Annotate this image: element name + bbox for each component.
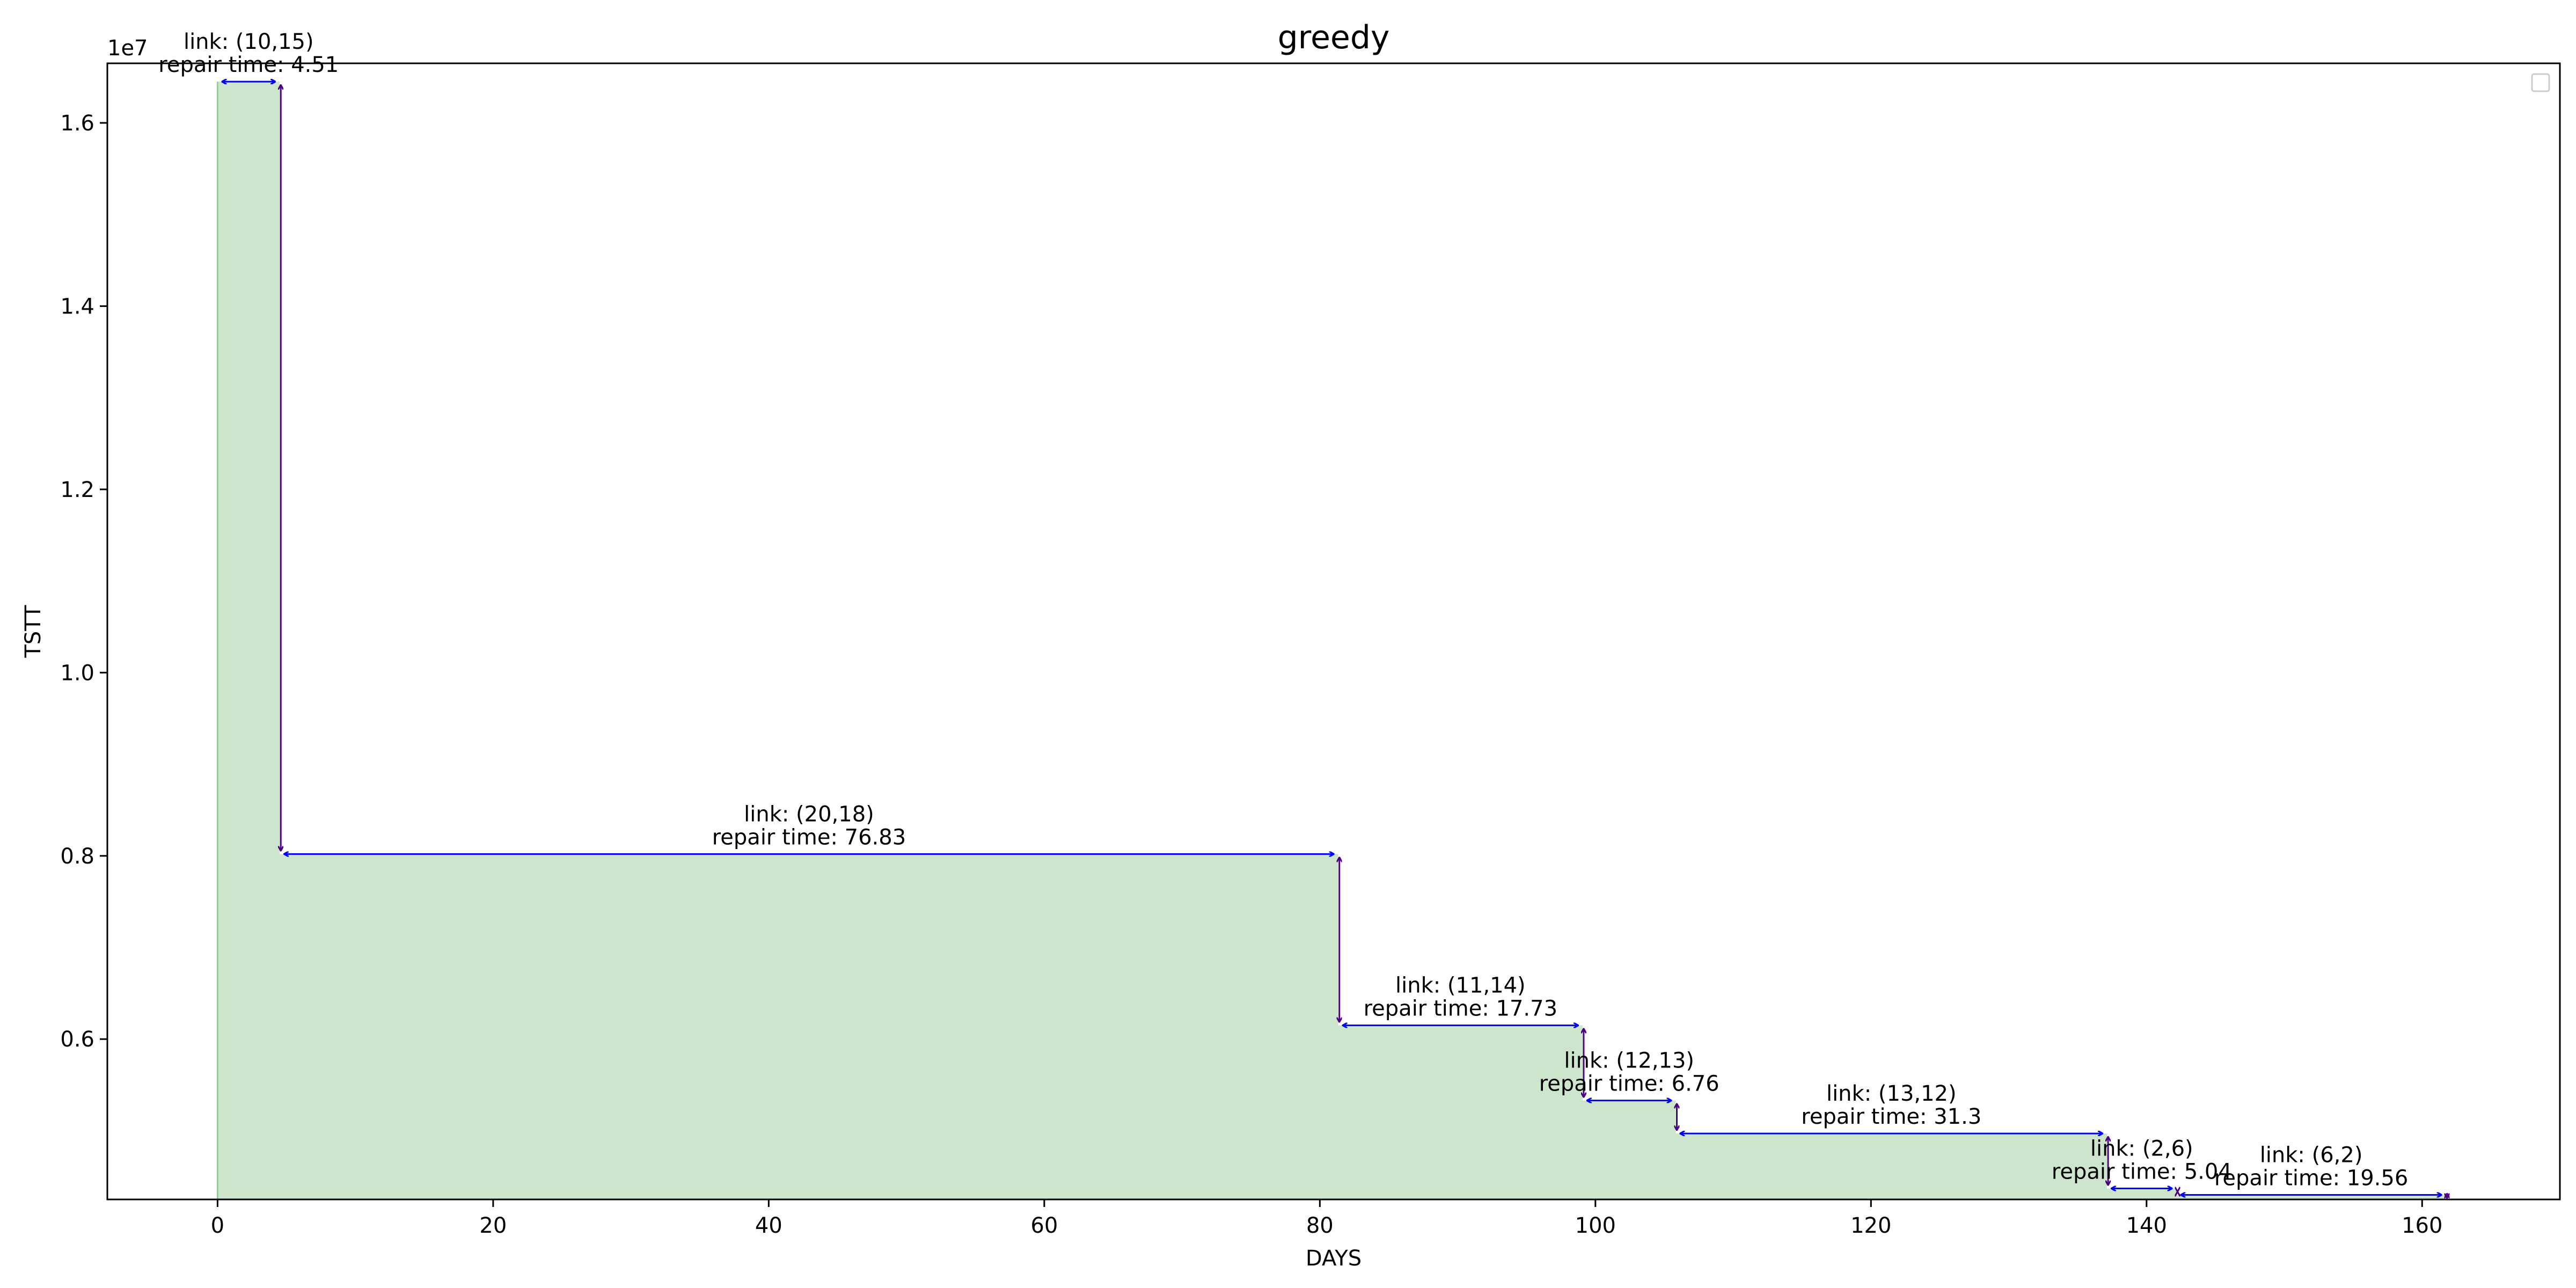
step-link-label: link: (13,12) <box>1826 1081 1957 1106</box>
step-repair-time-label: repair time: 31.3 <box>1801 1104 1981 1129</box>
step-repair-time-label: repair time: 6.76 <box>1539 1072 1719 1096</box>
x-axis-label: DAYS <box>1306 1246 1362 1271</box>
x-tick-label: 100 <box>1575 1213 1616 1238</box>
x-tick-label: 0 <box>211 1213 224 1238</box>
y-tick-label: 0.8 <box>60 844 94 869</box>
x-tick-label: 40 <box>755 1213 782 1238</box>
step-repair-time-label: repair time: 17.73 <box>1364 997 1557 1021</box>
x-tick-label: 160 <box>2402 1213 2442 1238</box>
y-tick-label: 1.4 <box>60 294 94 319</box>
y-axis-ticks: 0.6 0.8 1.0 1.2 1.4 1.6 <box>60 111 107 1052</box>
tstt-area <box>217 82 2446 1199</box>
step-link-label: link: (2,6) <box>2090 1137 2193 1161</box>
step-repair-time-label: repair time: 76.83 <box>712 825 906 850</box>
x-tick-label: 140 <box>2126 1213 2167 1238</box>
x-axis-ticks: 0 20 40 60 80 100 120 140 160 <box>211 1199 2442 1238</box>
chart-title: greedy <box>1278 19 1390 56</box>
step-link-label: link: (11,14) <box>1395 974 1526 998</box>
x-tick-label: 20 <box>479 1213 507 1238</box>
step-link-label: link: (6,2) <box>2260 1143 2363 1167</box>
x-tick-label: 60 <box>1030 1213 1058 1238</box>
annotations: link: (10,15)repair time: 4.51 link: (20,… <box>158 30 2447 1198</box>
step-link-label: link: (12,13) <box>1564 1049 1694 1073</box>
y-tick-label: 0.6 <box>60 1027 94 1052</box>
y-tick-label: 1.0 <box>60 661 94 685</box>
legend-box <box>2531 73 2550 92</box>
step-repair-time-label: repair time: 4.51 <box>158 53 339 77</box>
step-repair-time-label: repair time: 19.56 <box>2214 1166 2408 1190</box>
step-repair-time-label: repair time: 5.04 <box>2052 1160 2232 1184</box>
x-tick-label: 80 <box>1306 1213 1334 1238</box>
step-link-label: link: (10,15) <box>184 30 314 54</box>
x-tick-label: 120 <box>1850 1213 1891 1238</box>
y-offset-label: 1e7 <box>107 36 148 61</box>
step-link-label: link: (20,18) <box>744 802 874 826</box>
y-tick-label: 1.6 <box>60 111 94 136</box>
y-axis-label: TSTT <box>21 605 46 658</box>
axes-frame <box>106 62 2561 1201</box>
plot-area: link: (10,15)repair time: 4.51 link: (20,… <box>158 30 2447 1199</box>
y-tick-label: 1.2 <box>60 478 94 502</box>
